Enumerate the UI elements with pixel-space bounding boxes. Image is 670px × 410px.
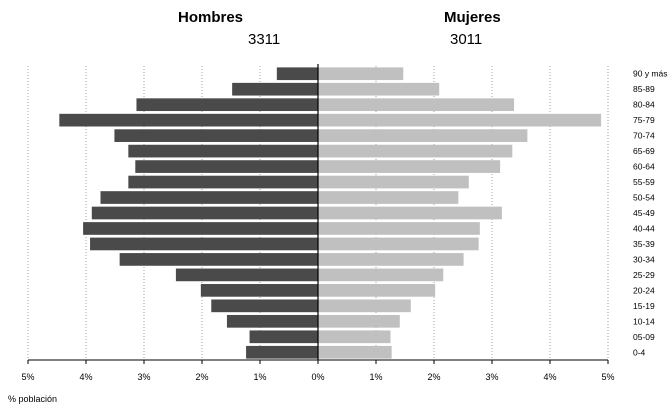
bar-men-8 [100, 191, 318, 204]
bar-women-6 [318, 160, 501, 173]
bar-women-18 [318, 345, 392, 359]
bar-men-13 [175, 268, 318, 282]
x-tick-labels: 5% 4% 3% 2% 1% 0% 1% 2% 3% 4% 5% [21, 372, 614, 382]
x-tick-label-10: 5% [601, 372, 614, 382]
x-tick-label-0: 5% [21, 372, 34, 382]
age-group-label-17: 05-09 [633, 332, 655, 342]
bar-men-0 [276, 67, 318, 81]
bar-men-12 [119, 253, 318, 266]
x-tick-label-9: 4% [543, 372, 556, 382]
bar-women-8 [318, 191, 459, 204]
bar-women-11 [318, 237, 479, 251]
bar-men-10 [83, 222, 318, 235]
bar-men-17 [249, 330, 318, 344]
x-tick-label-7: 2% [427, 372, 440, 382]
age-group-label-2: 80-84 [633, 100, 655, 110]
x-axis-unit-label: % población [8, 394, 58, 404]
bar-men-3 [59, 113, 318, 127]
bar-women-5 [318, 144, 513, 158]
x-tick-label-4: 1% [253, 372, 266, 382]
y-tick-labels: 90 y más 85-89 80-84 75-79 70-74 65-69 60-64 55… [633, 69, 668, 358]
bar-men-16 [226, 314, 318, 328]
bar-women-16 [318, 314, 400, 328]
bar-men-9 [91, 206, 318, 220]
age-group-label-12: 30-34 [633, 254, 655, 264]
bar-men-5 [128, 144, 318, 158]
bar-women-0 [318, 67, 404, 81]
age-group-label-7: 55-59 [633, 177, 655, 187]
age-group-label-5: 65-69 [633, 146, 655, 156]
age-group-label-9: 45-49 [633, 208, 655, 218]
x-tick-label-6: 1% [369, 372, 382, 382]
age-group-label-8: 50-54 [633, 193, 655, 203]
bar-women-10 [318, 222, 480, 235]
bar-women-17 [318, 330, 391, 344]
bar-women-15 [318, 299, 411, 313]
bar-men-7 [128, 175, 318, 189]
bar-men-11 [90, 237, 318, 251]
bar-women-13 [318, 268, 444, 282]
men-total: 3311 [248, 31, 281, 48]
bar-women-2 [318, 98, 515, 112]
bar-women-4 [318, 129, 528, 142]
women-title: Mujeres [444, 9, 501, 26]
age-group-label-15: 15-19 [633, 301, 655, 311]
age-group-label-11: 35-39 [633, 239, 655, 249]
bars [59, 67, 602, 359]
x-tick-label-8: 3% [485, 372, 498, 382]
bar-men-2 [136, 98, 318, 112]
men-title: Hombres [178, 9, 244, 26]
bar-men-18 [246, 345, 318, 359]
bar-women-9 [318, 206, 502, 220]
women-total: 3011 [450, 31, 483, 48]
bar-men-6 [135, 160, 318, 173]
x-tick-label-3: 2% [195, 372, 208, 382]
age-group-label-10: 40-44 [633, 223, 655, 233]
age-group-label-4: 70-74 [633, 131, 655, 141]
bar-men-1 [232, 82, 318, 96]
age-group-label-6: 60-64 [633, 162, 655, 172]
bar-men-14 [200, 284, 318, 297]
bar-women-1 [318, 82, 440, 96]
age-group-label-1: 85-89 [633, 84, 655, 94]
bar-women-14 [318, 284, 436, 297]
bar-women-7 [318, 175, 469, 189]
bar-men-4 [114, 129, 318, 142]
age-group-label-16: 10-14 [633, 316, 655, 326]
bar-men-15 [211, 299, 318, 313]
x-tick-label-1: 4% [79, 372, 92, 382]
x-tick-label-5: 0% [311, 372, 324, 382]
axis [27, 64, 609, 364]
age-group-label-14: 20-24 [633, 285, 655, 295]
bar-women-12 [318, 253, 464, 266]
age-group-label-18: 0-4 [633, 347, 646, 357]
age-group-label-3: 75-79 [633, 115, 655, 125]
age-group-label-0: 90 y más [633, 69, 668, 79]
age-group-label-13: 25-29 [633, 270, 655, 280]
x-tick-label-2: 3% [137, 372, 150, 382]
bar-women-3 [318, 113, 602, 127]
